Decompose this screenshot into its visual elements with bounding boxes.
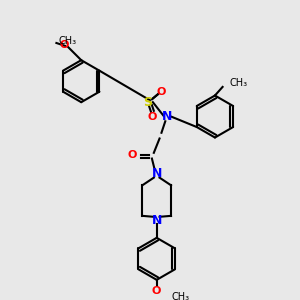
Text: S: S	[144, 96, 153, 109]
Text: CH₃: CH₃	[229, 78, 248, 88]
Text: CH₃: CH₃	[172, 292, 190, 300]
Text: O: O	[157, 87, 166, 97]
Text: N: N	[152, 214, 162, 227]
Text: O: O	[127, 150, 136, 160]
Text: N: N	[152, 167, 162, 180]
Text: O: O	[147, 112, 157, 122]
Text: CH₃: CH₃	[58, 36, 76, 46]
Text: O: O	[59, 40, 69, 50]
Text: O: O	[152, 286, 161, 296]
Text: N: N	[162, 110, 172, 123]
